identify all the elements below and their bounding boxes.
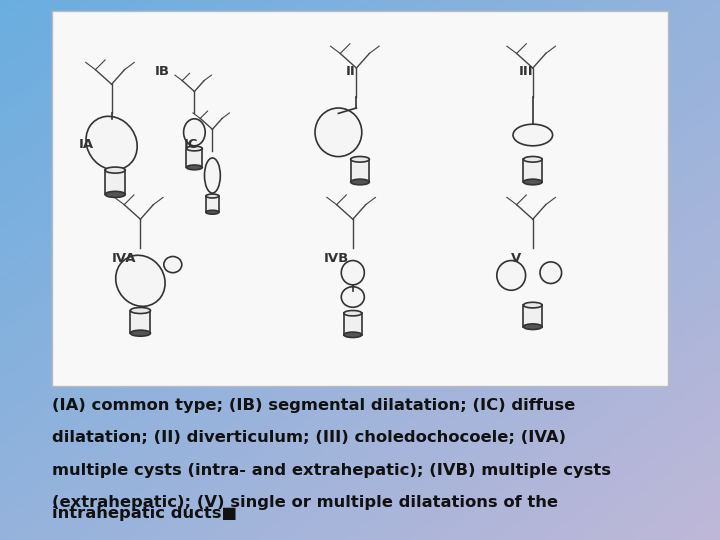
Ellipse shape (341, 261, 364, 285)
Text: multiple cysts (intra- and extrahepatic); (IVB) multiple cysts: multiple cysts (intra- and extrahepatic)… (52, 463, 611, 478)
FancyBboxPatch shape (523, 305, 542, 327)
Ellipse shape (540, 262, 562, 284)
Text: intrahepatic ducts■: intrahepatic ducts■ (52, 506, 237, 521)
Text: II: II (346, 65, 356, 78)
Ellipse shape (116, 255, 165, 306)
Ellipse shape (184, 119, 205, 146)
Text: IC: IC (184, 138, 198, 151)
Ellipse shape (186, 165, 202, 170)
Ellipse shape (130, 330, 150, 336)
Ellipse shape (341, 287, 364, 307)
Text: (IA) common type; (IB) segmental dilatation; (IC) diffuse: (IA) common type; (IB) segmental dilatat… (52, 398, 575, 413)
Ellipse shape (523, 179, 542, 185)
Ellipse shape (206, 194, 219, 198)
FancyBboxPatch shape (351, 159, 369, 182)
Ellipse shape (344, 310, 362, 316)
Text: IVB: IVB (324, 252, 349, 265)
Ellipse shape (105, 191, 125, 198)
Ellipse shape (344, 332, 362, 338)
Ellipse shape (523, 157, 542, 162)
FancyBboxPatch shape (523, 159, 542, 182)
Ellipse shape (130, 307, 150, 314)
FancyBboxPatch shape (206, 196, 219, 212)
Text: IVA: IVA (112, 252, 136, 265)
Text: V: V (511, 252, 521, 265)
Ellipse shape (513, 124, 552, 146)
Text: III: III (518, 65, 533, 78)
Ellipse shape (105, 167, 125, 173)
Ellipse shape (523, 324, 542, 329)
Ellipse shape (86, 116, 138, 170)
Ellipse shape (523, 302, 542, 308)
Ellipse shape (497, 260, 526, 290)
FancyBboxPatch shape (186, 148, 202, 167)
Ellipse shape (186, 146, 202, 151)
Text: dilatation; (II) diverticulum; (III) choledochocoele; (IVA): dilatation; (II) diverticulum; (III) cho… (52, 430, 566, 445)
Text: IB: IB (155, 65, 170, 78)
Text: (extrahepatic); (V) single or multiple dilatations of the: (extrahepatic); (V) single or multiple d… (52, 495, 558, 510)
Ellipse shape (351, 179, 369, 185)
Ellipse shape (206, 210, 219, 214)
Text: IA: IA (79, 138, 94, 151)
Ellipse shape (315, 108, 361, 157)
FancyBboxPatch shape (105, 170, 125, 194)
FancyBboxPatch shape (344, 313, 361, 335)
FancyBboxPatch shape (52, 11, 668, 386)
Ellipse shape (204, 158, 220, 193)
FancyBboxPatch shape (130, 310, 150, 333)
Ellipse shape (351, 157, 369, 162)
Ellipse shape (163, 256, 181, 273)
